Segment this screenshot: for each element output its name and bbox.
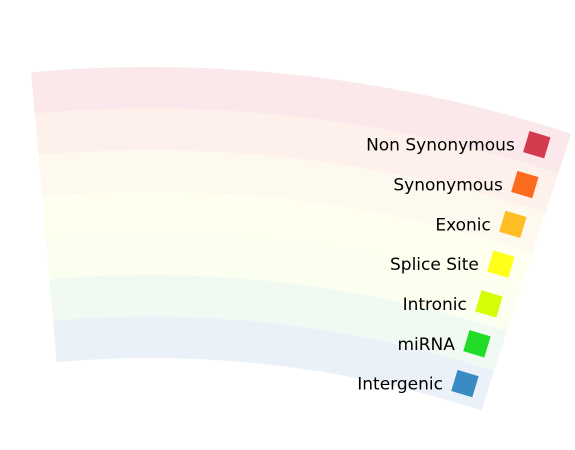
legend-label-intronic: Intronic bbox=[403, 295, 467, 315]
legend-swatch-synonymous bbox=[511, 170, 539, 199]
legend-label-splice-site: Splice Site bbox=[390, 255, 479, 275]
legend-item-intronic: Intronic bbox=[403, 290, 503, 318]
legend-swatch-splice-site bbox=[487, 250, 515, 278]
arc-band-intronic bbox=[45, 233, 520, 332]
arc-bands bbox=[31, 67, 572, 411]
arc-band-non-synonymous bbox=[31, 67, 572, 174]
legend-item-intergenic: Intergenic bbox=[357, 369, 479, 398]
legend-label-mirna: miRNA bbox=[397, 335, 455, 355]
legend-label-intergenic: Intergenic bbox=[357, 375, 443, 395]
legend-swatch-exonic bbox=[499, 210, 527, 239]
legend-label-synonymous: Synonymous bbox=[393, 176, 503, 196]
arc-band-synonymous bbox=[34, 108, 559, 213]
legend-swatch-mirna bbox=[463, 330, 491, 358]
arc-band-mirna bbox=[49, 274, 507, 371]
arc-band-exonic bbox=[38, 150, 546, 253]
arc-band-splice-site bbox=[42, 191, 533, 292]
legend-label-non-synonymous: Non Synonymous bbox=[366, 136, 515, 156]
legend-item-synonymous: Synonymous bbox=[393, 170, 539, 199]
legend-item-mirna: miRNA bbox=[397, 330, 491, 358]
legend-swatch-intergenic bbox=[451, 369, 479, 398]
legend-swatch-intronic bbox=[475, 290, 503, 318]
legend-item-splice-site: Splice Site bbox=[390, 250, 515, 278]
legend-entries: Non Synonymous Synonymous Exonic Splice Sit… bbox=[357, 131, 551, 398]
legend-item-exonic: Exonic bbox=[435, 210, 527, 239]
legend-label-exonic: Exonic bbox=[435, 215, 491, 235]
legend-item-non-synonymous: Non Synonymous bbox=[366, 131, 551, 159]
legend-swatch-non-synonymous bbox=[523, 131, 551, 159]
arc-band-intergenic bbox=[52, 316, 495, 411]
